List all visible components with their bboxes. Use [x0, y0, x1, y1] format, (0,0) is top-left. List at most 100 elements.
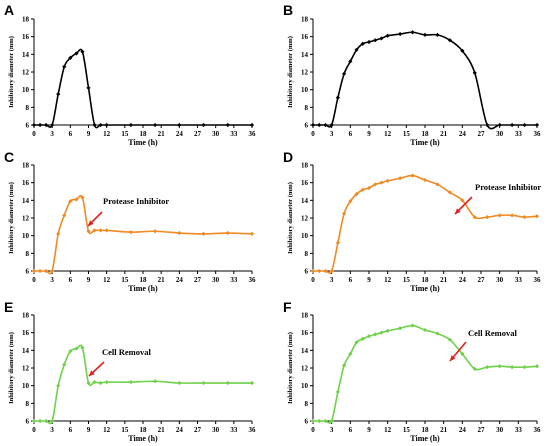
data-point	[460, 198, 465, 203]
data-point	[510, 365, 515, 370]
data-point	[373, 332, 378, 337]
data-point	[201, 231, 206, 236]
data-point	[422, 327, 428, 333]
x-tick-label: 27	[194, 130, 202, 138]
data-point	[534, 122, 540, 128]
y-tick-label: 8	[305, 250, 309, 258]
y-tick-label: 14	[301, 51, 309, 59]
y-tick-label: 18	[301, 16, 309, 24]
data-point	[56, 231, 61, 236]
x-tick-label: 27	[478, 426, 486, 434]
data-point	[366, 334, 372, 339]
data-point	[104, 228, 109, 233]
y-tick-label: 14	[301, 197, 309, 205]
x-axis-label: Time (h)	[128, 284, 158, 293]
data-point	[44, 268, 49, 274]
y-tick-label: 8	[305, 400, 309, 408]
x-tick-label: 24	[459, 276, 467, 284]
x-tick-label: 0	[311, 276, 315, 284]
x-tick-label: 36	[534, 130, 542, 138]
y-tick-label: 6	[305, 122, 309, 130]
data-point	[323, 418, 328, 424]
x-tick-label: 18	[422, 130, 430, 138]
x-tick-label: 15	[403, 426, 411, 434]
x-tick-label: 15	[121, 426, 129, 434]
x-tick-label: 12	[103, 276, 111, 284]
x-tick-label: 3	[330, 426, 334, 434]
data-point	[435, 182, 440, 187]
y-tick-label: 12	[22, 69, 30, 77]
data-point	[74, 346, 79, 351]
data-point	[342, 211, 347, 216]
data-point	[249, 231, 255, 236]
data-point	[485, 365, 490, 370]
data-point	[98, 380, 103, 386]
panel-letter: E	[4, 299, 13, 315]
data-point	[50, 418, 55, 424]
data-point	[342, 71, 347, 76]
data-point	[410, 30, 415, 35]
y-tick-label: 8	[305, 104, 309, 112]
x-axis-label: Time (h)	[128, 138, 158, 147]
data-point	[422, 177, 428, 183]
data-point	[422, 32, 428, 37]
data-point	[460, 351, 465, 356]
x-tick-label: 12	[384, 276, 392, 284]
data-point	[335, 95, 340, 100]
data-point	[447, 190, 452, 195]
data-point	[360, 41, 365, 46]
data-point	[31, 122, 37, 128]
y-tick-label: 16	[22, 329, 30, 337]
arrow-head	[455, 208, 461, 214]
y-tick-label: 16	[301, 33, 309, 41]
data-point	[398, 31, 403, 37]
x-tick-label: 0	[32, 426, 36, 434]
x-tick-label: 36	[249, 130, 257, 138]
x-tick-label: 12	[103, 130, 111, 138]
data-point	[360, 187, 365, 192]
x-tick-label: 21	[440, 276, 448, 284]
y-axis-label: Inhibitory diameter (mm)	[8, 332, 15, 404]
data-point	[177, 380, 182, 386]
data-point	[68, 349, 73, 354]
y-tick-label: 18	[22, 16, 30, 24]
data-point	[128, 230, 133, 235]
data-point	[153, 229, 158, 234]
x-tick-label: 15	[403, 276, 411, 284]
x-tick-label: 6	[69, 426, 73, 434]
y-tick-label: 10	[301, 86, 309, 94]
data-point	[485, 122, 490, 128]
x-tick-label: 18	[422, 276, 430, 284]
data-point	[354, 340, 359, 345]
data-point	[329, 122, 334, 128]
x-tick-label: 21	[158, 130, 166, 138]
data-point	[86, 229, 91, 234]
x-tick-label: 33	[230, 130, 238, 138]
y-tick-label: 16	[22, 179, 30, 187]
data-point	[410, 173, 415, 178]
data-point	[379, 180, 384, 185]
x-tick-label: 3	[330, 130, 334, 138]
y-tick-label: 18	[22, 162, 30, 170]
data-point	[50, 268, 55, 274]
data-point	[472, 215, 477, 220]
y-tick-label: 10	[22, 232, 30, 240]
x-tick-label: 33	[515, 130, 523, 138]
y-tick-label: 18	[22, 312, 30, 320]
x-tick-label: 3	[50, 426, 54, 434]
data-point	[398, 176, 403, 181]
data-point	[62, 213, 67, 218]
data-point	[92, 228, 97, 233]
data-point	[201, 122, 206, 128]
x-tick-label: 24	[459, 130, 467, 138]
x-tick-label: 21	[440, 426, 448, 434]
data-point	[56, 383, 61, 388]
x-tick-label: 36	[249, 426, 257, 434]
x-axis-label: Time (h)	[410, 434, 440, 443]
annotation-label: Protease Inhibitor	[103, 196, 169, 206]
data-point	[472, 366, 477, 371]
data-point	[317, 268, 322, 274]
data-point	[522, 122, 527, 128]
x-axis-label: Time (h)	[410, 284, 440, 293]
